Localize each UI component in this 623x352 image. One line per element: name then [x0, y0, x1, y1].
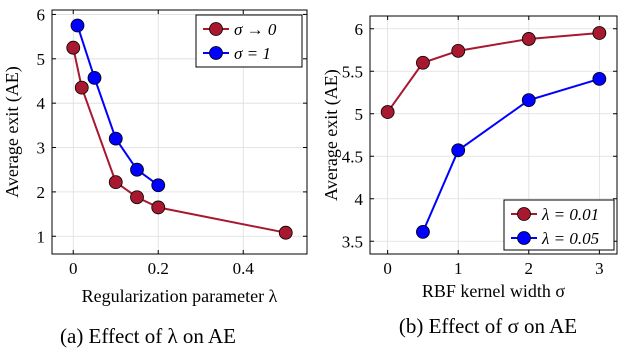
legend: σ → 0 σ = 1	[195, 14, 303, 68]
data-point	[74, 80, 89, 95]
series-line	[72, 47, 286, 234]
data-point	[592, 26, 607, 40]
plot-frame	[51, 9, 308, 255]
chart-panel-a: 0 0.2 0.4 1 2 3 4 5 6 Regularization parameter λ A…	[2, 5, 308, 348]
legend-label: λ = 0.05	[541, 229, 599, 248]
data-point	[278, 225, 293, 240]
data-point	[416, 55, 430, 70]
x-tick-label: 0	[69, 259, 78, 278]
data-point	[87, 70, 102, 85]
x-tick-label: 2	[525, 259, 534, 278]
y-tick-label: 3.5	[342, 232, 363, 251]
legend-swatch-marker	[517, 231, 531, 245]
series-line	[76, 25, 159, 187]
data-point	[521, 32, 536, 46]
y-tick-label: 6	[355, 20, 364, 39]
y-tick-label: 4	[355, 190, 364, 209]
data-point	[108, 131, 123, 146]
figure-caption: (a) Effect of λ on AE	[60, 324, 236, 348]
y-tick-label: 4	[37, 94, 46, 113]
x-tick-label: 0	[383, 259, 392, 278]
y-tick-label: 1	[37, 227, 46, 246]
y-axis-label: Average exit (AE)	[321, 69, 342, 201]
y-tick-label: 6	[37, 5, 46, 24]
y-tick-label: 5.5	[342, 62, 363, 81]
y-tick-label: 5	[355, 105, 364, 124]
x-tick-label: 3	[595, 259, 604, 278]
plot-frame	[369, 15, 618, 255]
series-line	[422, 77, 600, 233]
data-point	[70, 18, 85, 33]
x-axis-label: Regularization parameter λ	[82, 286, 278, 306]
data-point	[521, 93, 536, 108]
data-point	[130, 190, 144, 205]
series-line	[386, 32, 600, 113]
data-point	[380, 105, 395, 119]
x-tick-label: 0.2	[148, 259, 169, 278]
legend: λ = 0.01 λ = 0.05	[503, 199, 615, 251]
data-point	[451, 143, 466, 158]
data-point	[416, 224, 430, 239]
data-point	[592, 72, 607, 86]
legend-label: σ = 1	[234, 44, 271, 63]
y-tick-label: 3	[37, 139, 46, 158]
x-tick-label: 0.4	[233, 259, 255, 278]
data-point	[66, 40, 81, 55]
legend-swatch-marker	[209, 46, 223, 60]
chart-panel-b: 0 1 2 3 3.5 4 4.5 5 5.5 6 RBF kernel width σ Averag…	[321, 15, 618, 338]
data-point	[108, 175, 123, 190]
x-tick-label: 1	[454, 259, 463, 278]
y-axis-label: Average exit (AE)	[2, 66, 23, 198]
y-tick-label: 4.5	[342, 147, 363, 166]
data-point	[130, 162, 144, 177]
legend-swatch-marker	[209, 22, 223, 36]
data-point	[151, 200, 166, 215]
legend-swatch-marker	[517, 207, 531, 221]
y-tick-label: 2	[37, 183, 46, 202]
figure-caption: (b) Effect of σ on AE	[399, 314, 577, 338]
legend-label: σ → 0	[234, 20, 277, 39]
data-point	[151, 178, 166, 193]
legend-label: λ = 0.01	[541, 205, 599, 224]
data-point	[451, 43, 466, 58]
x-axis-label: RBF kernel width σ	[422, 281, 565, 301]
y-tick-label: 5	[37, 50, 46, 69]
